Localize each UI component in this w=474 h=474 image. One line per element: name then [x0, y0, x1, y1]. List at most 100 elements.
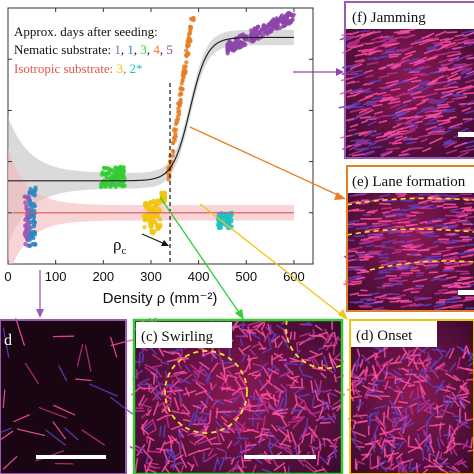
cell-stroke: [424, 109, 437, 114]
cell-stroke: [449, 427, 458, 440]
cell-stroke: [377, 253, 389, 257]
cell-stroke: [457, 214, 468, 218]
cell-stroke: [141, 353, 145, 364]
cell-stroke: [354, 59, 366, 66]
cell-stroke: [426, 113, 441, 117]
cell-stroke: [388, 282, 403, 287]
cell-stroke: [381, 96, 394, 100]
cell-stroke: [378, 74, 390, 79]
cell-stroke: [456, 277, 471, 282]
cell-stroke: [409, 59, 425, 65]
cell-stroke: [261, 347, 273, 354]
cell-stroke: [407, 435, 410, 448]
cell-stroke: [162, 401, 168, 413]
cell-stroke: [363, 69, 374, 74]
cell-stroke: [210, 350, 216, 363]
cell-stroke: [468, 371, 474, 375]
cell-stroke: [219, 433, 225, 442]
cell-stroke: [197, 365, 202, 379]
cell-stroke: [202, 451, 205, 463]
cell-stroke: [280, 370, 294, 377]
cell-stroke: [370, 132, 382, 137]
data-point: [155, 198, 160, 203]
arrow-to-swirling-head: [235, 309, 244, 320]
data-point: [191, 16, 196, 21]
cell-stroke: [358, 30, 371, 33]
cell-stroke: [2, 456, 18, 470]
cell-stroke: [437, 100, 446, 105]
cell-stroke: [394, 377, 403, 381]
cell-stroke: [462, 117, 473, 121]
x-tick-label: 200: [92, 269, 114, 284]
cell-stroke: [296, 338, 312, 344]
cell-stroke: [262, 366, 271, 380]
cell-stroke: [444, 37, 454, 42]
cell-stroke: [372, 237, 386, 240]
data-point: [109, 168, 115, 173]
cell-stroke: [229, 454, 242, 462]
cell-stroke: [398, 116, 413, 120]
cell-stroke: [413, 244, 424, 247]
cell-stroke: [386, 435, 395, 439]
cell-stroke: [438, 411, 443, 420]
cell-stroke: [247, 398, 251, 413]
cell-stroke: [378, 460, 387, 465]
data-point: [22, 232, 27, 237]
cell-stroke: [444, 347, 452, 358]
cell-stroke: [326, 457, 331, 465]
cell-stroke: [450, 306, 463, 309]
cell-stroke: [448, 257, 460, 261]
cell-stroke: [269, 440, 280, 449]
cell-stroke: [204, 453, 218, 463]
cell-stroke: [467, 42, 474, 47]
cell-stroke: [165, 450, 176, 459]
cell-stroke: [399, 266, 414, 271]
cell-stroke: [390, 103, 402, 109]
cell-stroke: [457, 212, 469, 217]
cell-stroke: [414, 86, 424, 90]
cell-stroke: [267, 406, 280, 412]
panel-onset: (d) Onset: [347, 319, 474, 474]
cell-stroke: [310, 433, 313, 445]
cell-stroke: [372, 393, 381, 397]
cell-stroke: [394, 135, 404, 139]
cell-stroke: [180, 428, 189, 433]
cell-stroke: [317, 398, 326, 404]
cell-stroke: [442, 205, 458, 209]
cell-stroke: [380, 114, 390, 118]
cell-stroke: [435, 300, 445, 304]
cell-stroke: [443, 261, 452, 265]
cell-stroke: [410, 91, 422, 96]
cell-stroke: [163, 466, 172, 474]
cell-stroke: [459, 127, 469, 133]
cell-stroke: [446, 296, 458, 301]
cell-stroke: [416, 385, 420, 399]
legend-nematic-day: 5: [166, 42, 173, 57]
cell-stroke: [267, 366, 274, 374]
cell-stroke: [464, 31, 474, 37]
cell-stroke: [356, 276, 366, 280]
data-point: [231, 45, 236, 51]
cell-stroke: [364, 90, 373, 94]
cell-stroke: [430, 277, 441, 282]
cell-stroke: [460, 68, 473, 74]
cell-stroke: [439, 37, 450, 42]
cell-stroke: [418, 38, 434, 46]
cell-stroke: [276, 394, 282, 407]
cell-stroke: [443, 139, 452, 144]
data-point: [255, 24, 260, 30]
data-point: [247, 38, 253, 43]
cell-stroke: [412, 358, 419, 371]
cell-stroke: [365, 42, 374, 45]
cell-stroke: [462, 440, 469, 450]
cell-stroke: [460, 100, 474, 108]
cell-stroke: [323, 355, 329, 367]
data-point: [142, 225, 147, 230]
cell-stroke: [238, 375, 247, 387]
cell-stroke: [446, 290, 457, 294]
cell-stroke: [312, 356, 320, 367]
cell-stroke: [234, 466, 248, 470]
cell-stroke: [392, 111, 405, 117]
critical-density-subscript: c: [122, 245, 127, 257]
cell-stroke: [159, 440, 166, 454]
